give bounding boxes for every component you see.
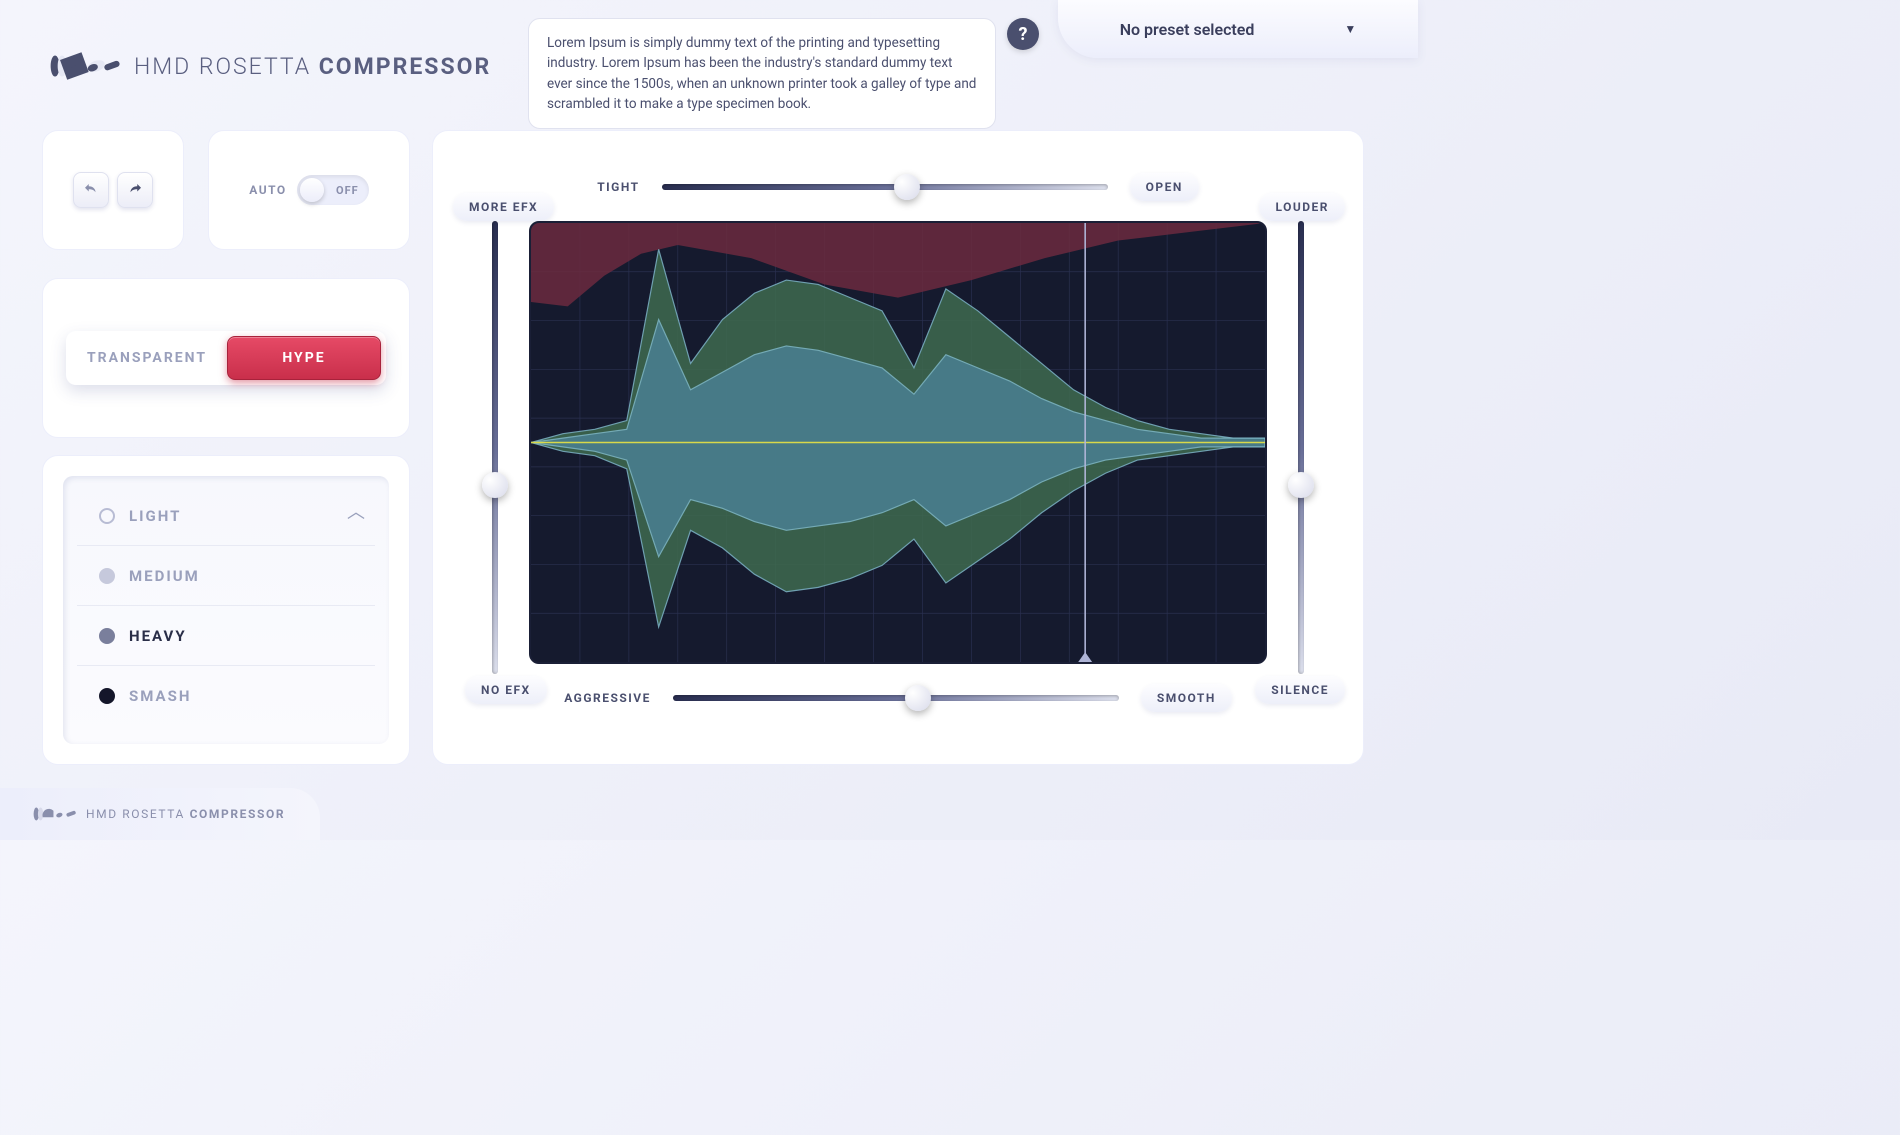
main-viz-panel: MORE EFX NO EFX LOUDER SILENCE TIGHT OPE… — [432, 130, 1364, 765]
label-smooth: SMOOTH — [1141, 684, 1232, 712]
weight-medium[interactable]: MEDIUM — [77, 546, 375, 606]
brand-title: HMD ROSETTA COMPRESSOR — [134, 53, 491, 80]
brand-logo: HMD ROSETTA COMPRESSOR — [48, 52, 491, 80]
toggle-knob — [300, 178, 324, 202]
weight-smash[interactable]: SMASH — [77, 666, 375, 726]
label-tight: TIGHT — [597, 180, 639, 194]
weight-light[interactable]: LIGHT — [77, 486, 375, 546]
help-button[interactable]: ? — [1007, 18, 1039, 50]
history-panel — [42, 130, 184, 250]
redo-icon — [126, 181, 144, 199]
mode-panel: TRANSPARENT HYPE — [42, 278, 410, 438]
auto-panel: AUTO OFF — [208, 130, 410, 250]
preset-label: No preset selected — [1120, 20, 1255, 39]
redo-button[interactable] — [117, 172, 153, 208]
label-more-efx: MORE EFX — [453, 193, 554, 221]
mode-hype[interactable]: HYPE — [227, 336, 381, 380]
collapse-icon[interactable]: ︿ — [347, 498, 365, 524]
footer-logo-icon — [32, 806, 76, 822]
slider-aggr-smooth[interactable] — [673, 690, 1119, 706]
label-open: OPEN — [1130, 173, 1199, 201]
auto-label: AUTO — [249, 183, 286, 197]
info-tooltip: Lorem Ipsum is simply dummy text of the … — [528, 18, 996, 129]
slider-tight-open[interactable] — [662, 179, 1108, 195]
auto-toggle[interactable]: OFF — [297, 175, 369, 205]
weight-panel: ︿ LIGHT MEDIUM HEAVY SMASH — [42, 455, 410, 765]
label-aggressive: AGGRESSIVE — [564, 691, 651, 705]
logo-icon — [48, 52, 120, 80]
dropdown-icon: ▼ — [1344, 22, 1356, 36]
label-louder: LOUDER — [1259, 193, 1345, 221]
footer-title: HMD ROSETTA COMPRESSOR — [86, 807, 285, 821]
footer: HMD ROSETTA COMPRESSOR — [0, 788, 320, 840]
preset-selector[interactable]: No preset selected ▼ — [1058, 0, 1418, 58]
mode-transparent[interactable]: TRANSPARENT — [71, 336, 223, 380]
weight-heavy[interactable]: HEAVY — [77, 606, 375, 666]
slider-volume[interactable] — [1293, 221, 1309, 674]
undo-icon — [82, 181, 100, 199]
waveform-display — [529, 221, 1267, 664]
slider-efx[interactable] — [487, 221, 503, 674]
mode-segmented: TRANSPARENT HYPE — [66, 331, 386, 385]
toggle-state: OFF — [336, 184, 359, 197]
undo-button[interactable] — [73, 172, 109, 208]
